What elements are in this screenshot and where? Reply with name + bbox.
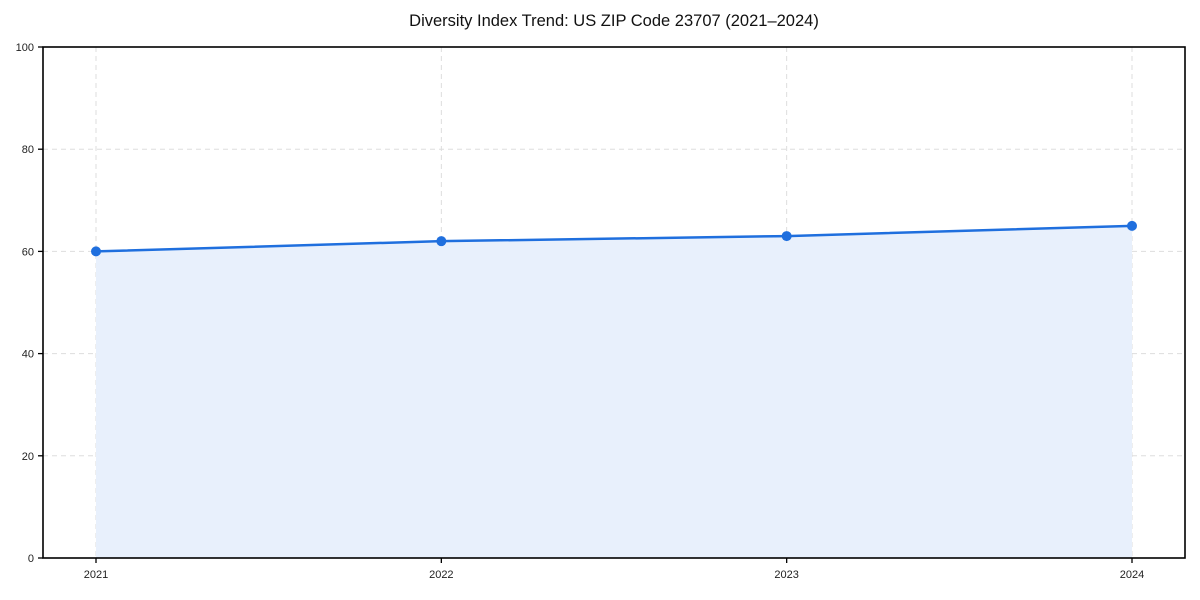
x-tick-label: 2024 <box>1120 569 1144 581</box>
data-point-marker <box>781 231 792 242</box>
trend-line <box>94 224 1134 253</box>
y-tick-label: 40 <box>22 349 34 361</box>
data-point-marker <box>1127 220 1137 231</box>
x-tick-label: 2021 <box>84 569 108 581</box>
chart-title: Diversity Index Trend: US ZIP Code 23707… <box>409 12 819 30</box>
plot-border <box>42 46 1186 559</box>
data-point-marker <box>436 236 447 247</box>
y-tick-label: 20 <box>22 451 34 463</box>
data-point-marker <box>91 246 101 257</box>
y-tick-label: 80 <box>22 144 34 156</box>
x-tick-label: 2023 <box>774 569 798 581</box>
area-fill <box>96 225 1132 558</box>
y-tick-label: 60 <box>22 246 34 258</box>
x-tick-label: 2022 <box>429 569 453 581</box>
y-tick-label: 0 <box>28 553 34 565</box>
y-tick-label: 100 <box>16 42 34 54</box>
